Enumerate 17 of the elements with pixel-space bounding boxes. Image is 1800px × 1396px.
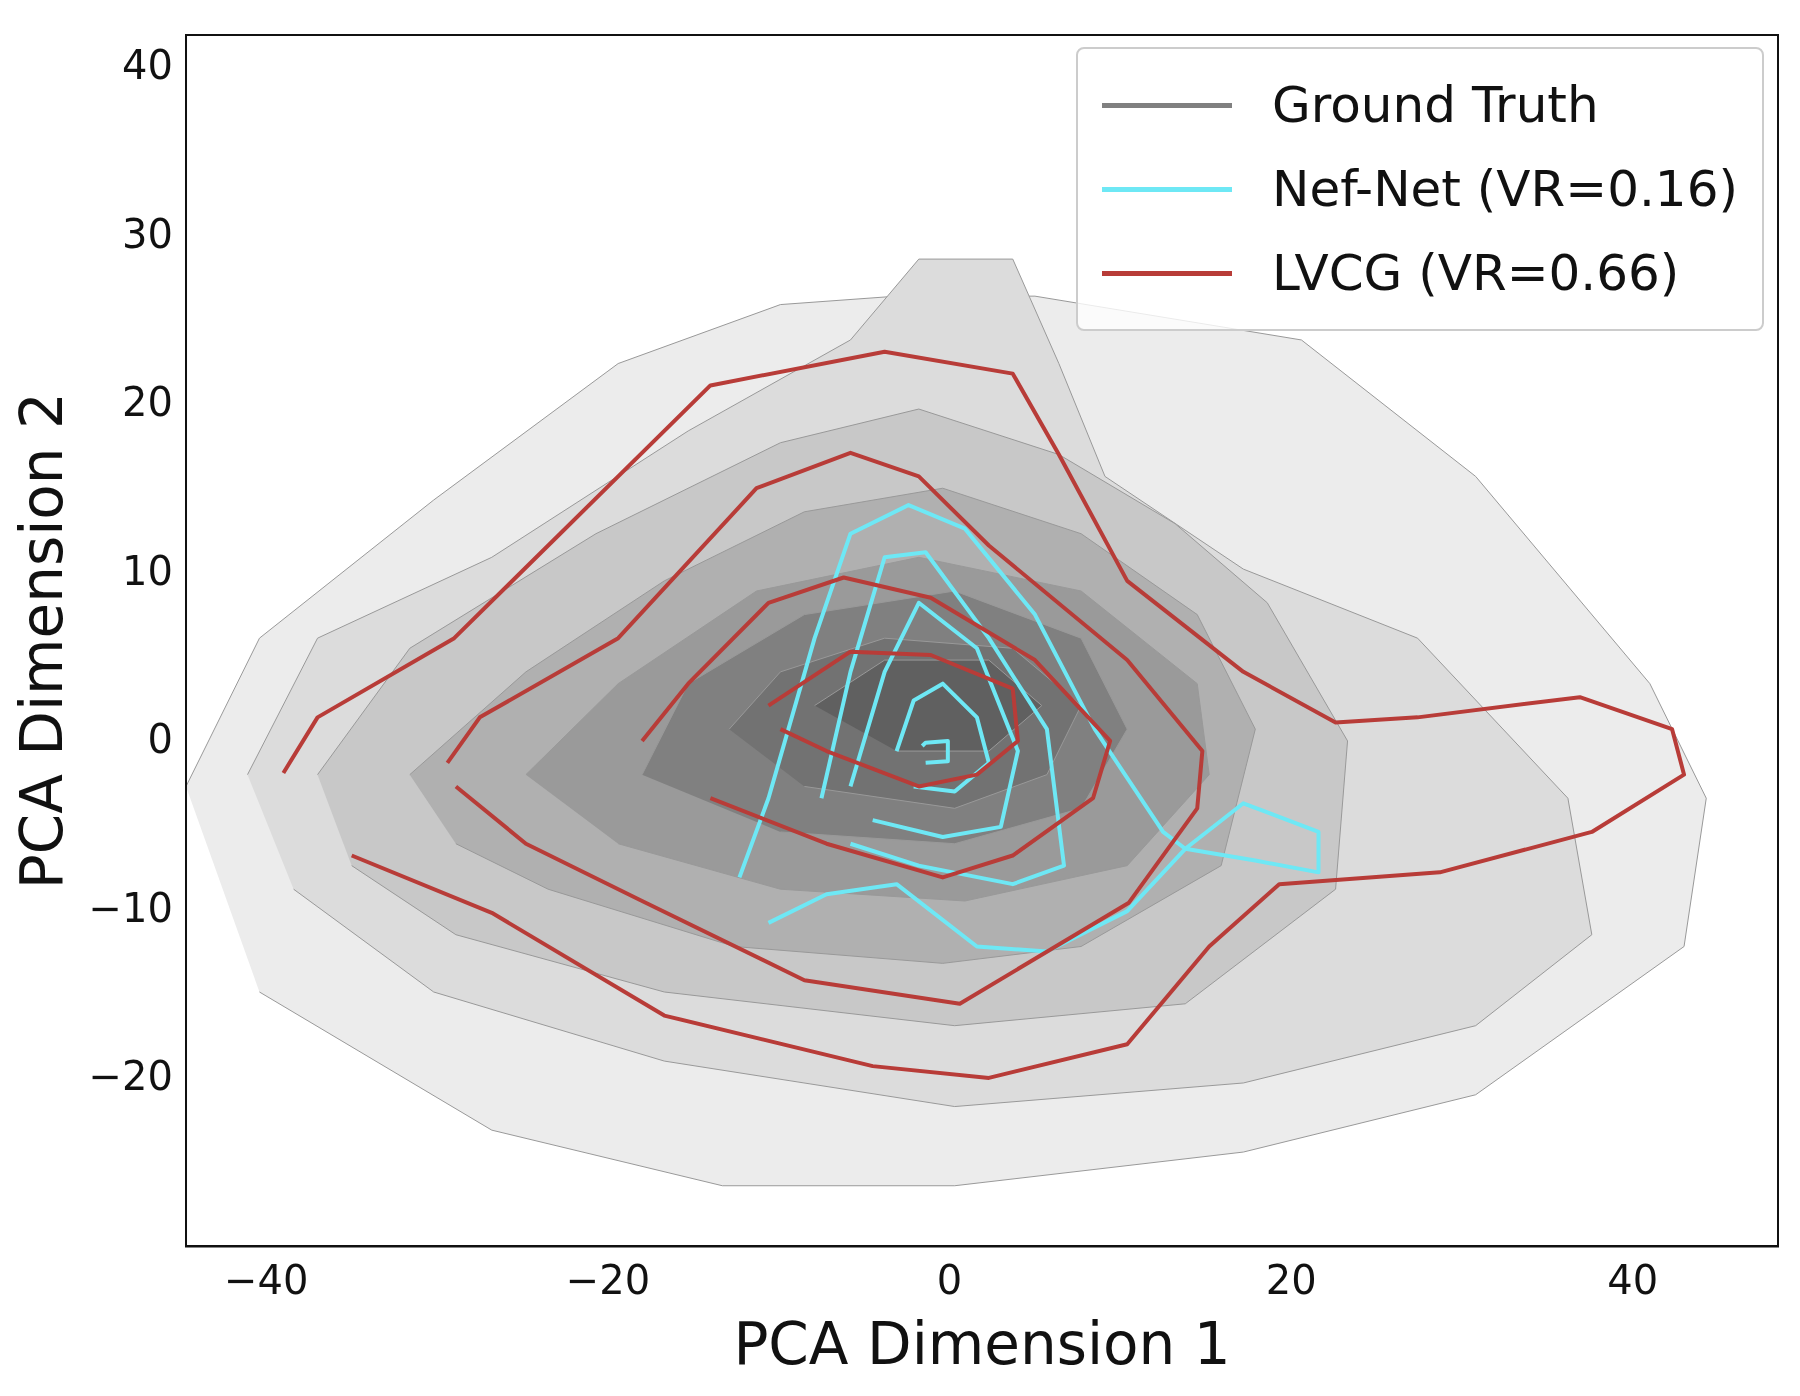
- y-tick-label: 10: [122, 547, 174, 594]
- x-tick-label: 40: [1607, 1256, 1659, 1303]
- legend-label: Ground Truth: [1272, 76, 1599, 134]
- x-tick-label: −40: [224, 1256, 309, 1303]
- x-tick-label: 20: [1265, 1256, 1317, 1303]
- y-axis-title: PCA Dimension 2: [7, 392, 76, 890]
- legend-label: Nef-Net (VR=0.16): [1272, 160, 1738, 218]
- legend-label: LVCG (VR=0.66): [1272, 244, 1680, 302]
- x-tick-label: −20: [565, 1256, 651, 1303]
- x-tick-label: 0: [936, 1256, 963, 1303]
- y-tick-label: 30: [122, 210, 174, 257]
- y-tick-label: 0: [147, 716, 174, 763]
- y-tick-label: −20: [88, 1052, 174, 1099]
- y-tick-label: −10: [88, 884, 174, 931]
- x-axis-title: PCA Dimension 1: [733, 1310, 1231, 1379]
- y-tick-label: 20: [122, 379, 174, 426]
- y-tick-label: 40: [122, 42, 174, 89]
